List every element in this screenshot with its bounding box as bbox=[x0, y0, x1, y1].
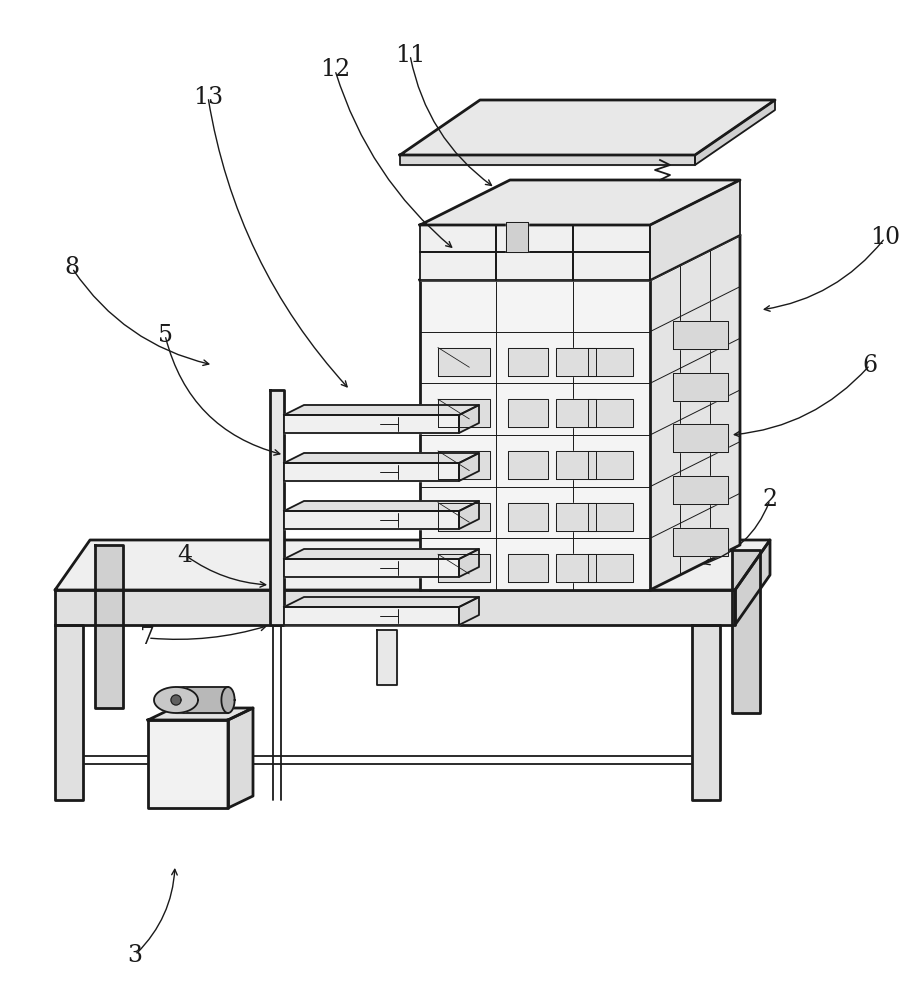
Text: 11: 11 bbox=[395, 43, 425, 66]
Polygon shape bbox=[650, 180, 740, 280]
Text: 3: 3 bbox=[127, 944, 143, 966]
Polygon shape bbox=[672, 373, 727, 401]
Polygon shape bbox=[400, 100, 775, 155]
Text: 7: 7 bbox=[140, 626, 156, 650]
Text: 2: 2 bbox=[763, 488, 777, 512]
Polygon shape bbox=[284, 549, 479, 559]
Polygon shape bbox=[270, 390, 284, 625]
Polygon shape bbox=[284, 405, 479, 415]
Polygon shape bbox=[55, 540, 770, 590]
Polygon shape bbox=[735, 540, 770, 625]
Polygon shape bbox=[148, 708, 253, 720]
Polygon shape bbox=[506, 222, 528, 252]
Polygon shape bbox=[556, 348, 596, 376]
Polygon shape bbox=[284, 511, 459, 529]
Polygon shape bbox=[438, 399, 490, 427]
Polygon shape bbox=[588, 554, 633, 582]
Polygon shape bbox=[556, 399, 596, 427]
Polygon shape bbox=[420, 180, 740, 225]
Polygon shape bbox=[420, 235, 740, 280]
Polygon shape bbox=[588, 399, 633, 427]
Polygon shape bbox=[284, 453, 479, 463]
Circle shape bbox=[171, 695, 181, 705]
Polygon shape bbox=[284, 463, 459, 481]
Polygon shape bbox=[588, 451, 633, 479]
Polygon shape bbox=[508, 348, 548, 376]
Polygon shape bbox=[420, 280, 650, 590]
Text: 6: 6 bbox=[863, 354, 877, 376]
Polygon shape bbox=[438, 503, 490, 531]
Polygon shape bbox=[438, 348, 490, 376]
Polygon shape bbox=[284, 501, 479, 511]
Polygon shape bbox=[55, 590, 735, 625]
Polygon shape bbox=[672, 321, 727, 349]
Polygon shape bbox=[221, 687, 235, 713]
Polygon shape bbox=[588, 503, 633, 531]
Polygon shape bbox=[459, 501, 479, 529]
Polygon shape bbox=[459, 549, 479, 577]
Polygon shape bbox=[438, 451, 490, 479]
Polygon shape bbox=[284, 559, 459, 577]
Polygon shape bbox=[95, 545, 123, 708]
Polygon shape bbox=[228, 708, 253, 808]
Polygon shape bbox=[508, 399, 548, 427]
Polygon shape bbox=[400, 155, 695, 165]
Polygon shape bbox=[459, 453, 479, 481]
Polygon shape bbox=[284, 415, 459, 433]
Polygon shape bbox=[508, 554, 548, 582]
Polygon shape bbox=[556, 554, 596, 582]
Polygon shape bbox=[650, 235, 740, 590]
Polygon shape bbox=[459, 405, 479, 433]
Polygon shape bbox=[732, 550, 760, 713]
Text: 12: 12 bbox=[320, 58, 350, 82]
Text: 13: 13 bbox=[193, 86, 223, 108]
Polygon shape bbox=[459, 597, 479, 625]
Polygon shape bbox=[284, 607, 459, 625]
Polygon shape bbox=[672, 528, 727, 556]
Text: 10: 10 bbox=[870, 227, 900, 249]
Polygon shape bbox=[588, 348, 633, 376]
Polygon shape bbox=[176, 687, 228, 713]
Polygon shape bbox=[508, 503, 548, 531]
Polygon shape bbox=[55, 625, 83, 800]
Polygon shape bbox=[692, 625, 720, 800]
Polygon shape bbox=[148, 720, 228, 808]
Polygon shape bbox=[154, 687, 198, 713]
Polygon shape bbox=[438, 554, 490, 582]
Polygon shape bbox=[377, 630, 397, 685]
Polygon shape bbox=[284, 597, 479, 607]
Text: 4: 4 bbox=[177, 544, 193, 566]
Polygon shape bbox=[556, 503, 596, 531]
Polygon shape bbox=[672, 424, 727, 452]
Text: 5: 5 bbox=[157, 324, 173, 347]
Polygon shape bbox=[672, 476, 727, 504]
Text: 8: 8 bbox=[65, 256, 79, 279]
Polygon shape bbox=[420, 225, 650, 280]
Polygon shape bbox=[556, 451, 596, 479]
Polygon shape bbox=[508, 451, 548, 479]
Polygon shape bbox=[695, 100, 775, 165]
